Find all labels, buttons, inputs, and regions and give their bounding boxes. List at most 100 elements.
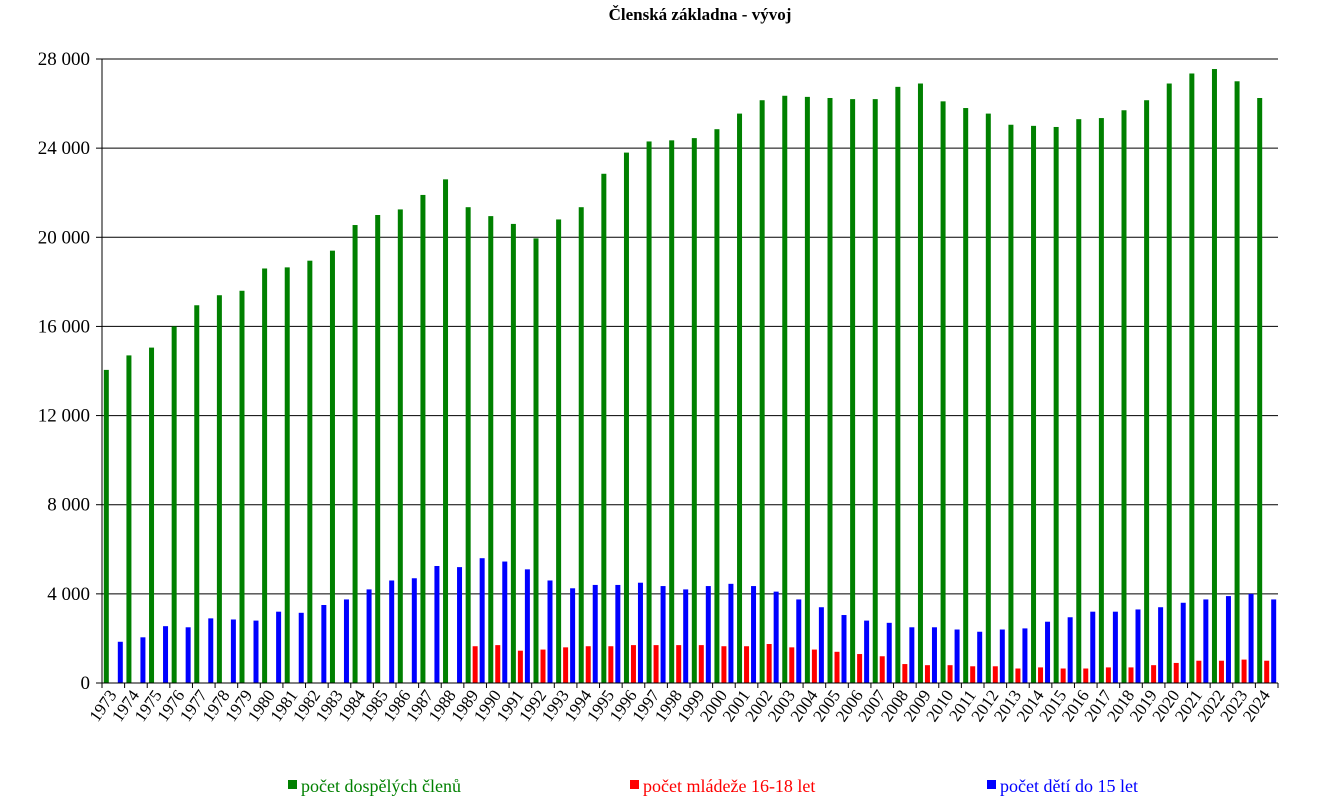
bar-children [502,561,508,683]
bar-adults [1121,110,1127,683]
bar-youth [517,650,523,683]
bar-adults [623,152,629,684]
bar-adults [985,113,991,684]
bar-adults [329,250,335,683]
y-tick-label: 16 000 [38,316,90,337]
bar-youth [1083,668,1089,683]
bar-adults [782,95,788,684]
bar-youth [472,646,478,683]
bar-children [864,620,870,683]
legend-label: počet dětí do 15 let [1000,776,1138,796]
bar-adults [465,207,471,683]
bar-adults [1234,81,1240,684]
bar-children [999,629,1005,683]
legend-swatch [630,780,639,789]
bar-adults [646,141,652,683]
bar-youth [563,647,569,683]
bar-children [637,582,643,683]
bar-children [615,584,621,683]
bar-children [728,583,734,683]
bar-children [389,580,395,683]
bar-youth [1218,660,1224,683]
bar-adults [397,209,403,683]
bar-adults [556,219,562,683]
legend-item: počet mládeže 16-18 let [630,776,815,796]
bar-youth [902,664,908,683]
bar-children [570,588,576,683]
y-tick-label: 0 [81,673,91,694]
bar-children [660,586,666,683]
bar-adults [171,326,177,683]
bar-children [1135,609,1141,683]
bar-youth [1015,668,1021,683]
bar-adults [1144,100,1150,683]
y-tick-label: 8 000 [47,495,90,516]
legend: počet dospělých členů počet mládeže 16-18… [288,776,1138,796]
bar-adults [691,138,697,684]
bar-children [547,580,553,683]
bar-youth [789,647,795,683]
gridlines [102,58,1278,595]
bar-children [434,566,440,683]
bar-adults [1031,125,1037,684]
bar-children [1045,621,1051,683]
y-tick-label: 20 000 [38,227,90,248]
y-tick-label: 12 000 [38,406,90,427]
bar-youth [1241,659,1247,683]
bar-youth [630,645,636,683]
bar-adults [375,215,381,683]
bar-youth [879,656,885,683]
bar-youth [1173,662,1179,683]
bar-adults [963,108,969,684]
bar-children [796,599,802,683]
bar-youth [744,646,750,683]
bar-adults [284,267,290,683]
legend-swatch [987,780,996,789]
bar-children [705,586,711,683]
bar-children [366,589,372,683]
bar-children [343,599,349,683]
bar-children [1248,593,1254,683]
bar-adults [759,100,765,683]
bar-adults [1211,69,1217,684]
bar-youth [495,645,501,683]
bar-adults [1053,126,1059,683]
y-tick-label: 28 000 [38,49,90,70]
bar-children [185,627,191,683]
bar-children [208,618,214,683]
bar-adults [917,83,923,683]
bar-youth [1060,668,1066,683]
bar-children [411,578,417,683]
bar-youth [766,644,772,683]
bar-adults [940,101,946,684]
bar-children [592,584,598,683]
bar-adults [1076,119,1082,683]
bar-youth [1196,660,1202,683]
bar-adults [872,99,878,684]
bar-children [163,626,169,683]
bar-adults [149,347,155,683]
bar-adults [262,268,268,683]
bar-children [298,612,304,683]
axes: 0 4 000 8 000 12 000 16 000 20 000 24 000 28 00… [38,49,1279,725]
bar-adults [827,98,833,683]
bar-children [117,641,123,683]
bar-children [276,611,282,683]
bar-adults [488,216,494,683]
bar-children [1090,611,1096,683]
bar-children [954,629,960,683]
bar-youth [1105,667,1111,683]
bar-children [1112,611,1118,683]
bar-youth [970,666,976,683]
bar-adults [510,223,516,683]
legend-label: počet mládeže 16-18 let [643,776,815,796]
bar-youth [540,649,546,683]
bar-adults [1166,83,1172,683]
bar-youth [1038,667,1044,683]
bar-children [1022,628,1028,683]
bar-youth [676,645,682,683]
bar-children [683,589,689,683]
bar-youth [698,645,704,683]
bar-adults [443,179,449,684]
bar-adults [1257,98,1263,683]
